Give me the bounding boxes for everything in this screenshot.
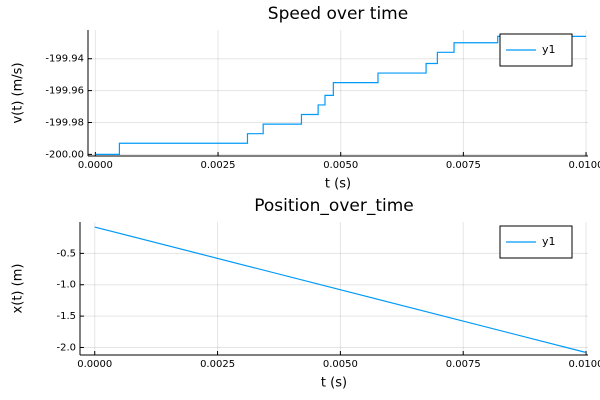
- x-axis-label: t (s): [325, 177, 351, 192]
- y-axis-label: x(t) (m): [11, 264, 26, 314]
- x-axis-label: t (s): [321, 376, 347, 391]
- data-line: [94, 226, 587, 354]
- chart-title: Position_over_time: [254, 196, 414, 216]
- x-tick-label: 0.0025: [200, 359, 235, 370]
- legend-label: y1: [542, 43, 556, 56]
- x-tick-label: 0.0100: [569, 359, 600, 370]
- y-tick-label: -199.98: [45, 118, 84, 129]
- y-tick-label: -199.94: [45, 54, 84, 65]
- y-tick-label: -1.5: [56, 311, 76, 322]
- x-tick-label: 0.0000: [77, 359, 112, 370]
- legend-label: y1: [542, 235, 556, 248]
- x-tick-label: 0.0050: [323, 359, 358, 370]
- x-tick-label: 0.0075: [446, 160, 481, 171]
- x-tick-label: 0.0075: [446, 359, 481, 370]
- y-tick-label: -199.96: [45, 86, 84, 97]
- y-tick-label: -0.5: [56, 248, 76, 259]
- x-tick-label: 0.0050: [323, 160, 358, 171]
- x-tick-label: 0.0000: [78, 160, 113, 171]
- x-tick-label: 0.0100: [569, 160, 600, 171]
- x-tick-label: 0.0025: [201, 160, 236, 171]
- y-tick-label: -2.0: [56, 342, 76, 353]
- y-axis-label: v(t) (m/s): [11, 62, 26, 123]
- y-tick-label: -200.00: [45, 149, 84, 160]
- y-tick-label: -1.0: [56, 280, 76, 291]
- data-line: [95, 35, 587, 156]
- chart-title: Speed over time: [268, 4, 408, 24]
